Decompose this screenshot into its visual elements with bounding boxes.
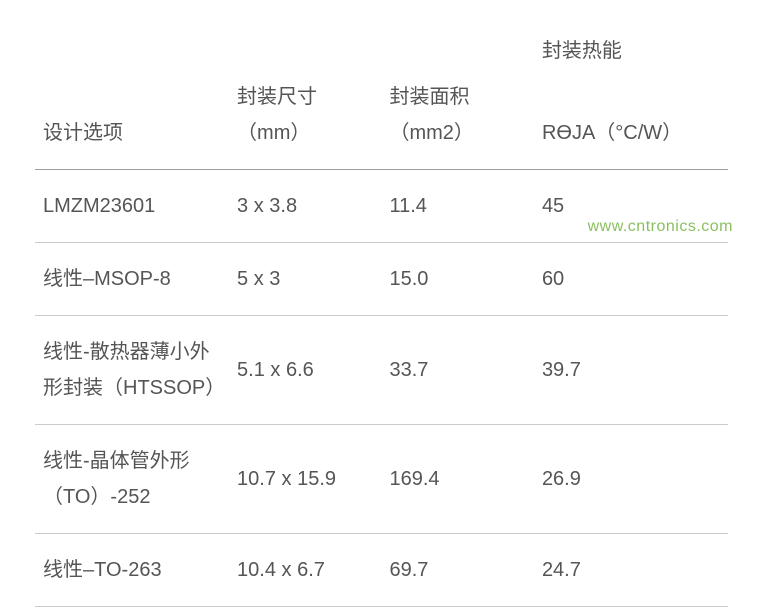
cell-package-area: 33.7 [381,316,533,425]
cell-package-area: 169.4 [381,425,533,534]
watermark-text: www.cntronics.com [588,218,733,236]
cell-package-size: 10.7 x 15.9 [229,425,381,534]
table-row: 线性-散热器薄小外形封装（HTSSOP） 5.1 x 6.6 33.7 39.7 [35,316,728,425]
table-row: 线性–TO-263 10.4 x 6.7 69.7 24.7 [35,534,728,607]
cell-design-option: 线性–TO-263 [35,534,229,607]
cell-design-option: LMZM23601 [35,170,229,243]
header-size-line2: （mm） [237,122,310,144]
cell-package-area: 11.4 [381,170,533,243]
empty-cell [35,25,229,69]
header-package-size: 封装尺寸 （mm） [229,69,381,170]
empty-cell [381,25,533,69]
cell-package-area: 15.0 [381,243,533,316]
super-header-thermal: 封装热能 [534,25,728,69]
cell-package-size: 5 x 3 [229,243,381,316]
table-row: 线性–MSOP-8 5 x 3 15.0 60 [35,243,728,316]
header-package-area: 封装面积 （mm2） [381,69,533,170]
header-design-option: 设计选项 [35,69,229,170]
cell-package-size: 10.4 x 6.7 [229,534,381,607]
cell-thermal: 39.7 [534,316,728,425]
cell-design-option: 线性-散热器薄小外形封装（HTSSOP） [35,316,229,425]
header-area-line2: （mm2） [389,122,473,144]
table-super-header-row: 封装热能 [35,25,728,69]
cell-thermal: 60 [534,243,728,316]
cell-thermal: 24.7 [534,534,728,607]
cell-design-option: 线性-晶体管外形（TO）-252 [35,425,229,534]
cell-package-size: 5.1 x 6.6 [229,316,381,425]
header-size-line1: 封装尺寸 [237,86,317,108]
table-row: 线性-晶体管外形（TO）-252 10.7 x 15.9 169.4 26.9 [35,425,728,534]
header-thermal-resistance: RӨJA（°C/W） [534,69,728,170]
empty-cell [229,25,381,69]
cell-package-area: 69.7 [381,534,533,607]
cell-package-size: 3 x 3.8 [229,170,381,243]
cell-design-option: 线性–MSOP-8 [35,243,229,316]
cell-thermal: 26.9 [534,425,728,534]
table-header-row: 设计选项 封装尺寸 （mm） 封装面积 （mm2） RӨJA（°C/W） [35,69,728,170]
header-area-line1: 封装面积 [389,86,469,108]
package-specs-table: 封装热能 设计选项 封装尺寸 （mm） 封装面积 （mm2） RӨJA（°C/W… [35,25,728,607]
